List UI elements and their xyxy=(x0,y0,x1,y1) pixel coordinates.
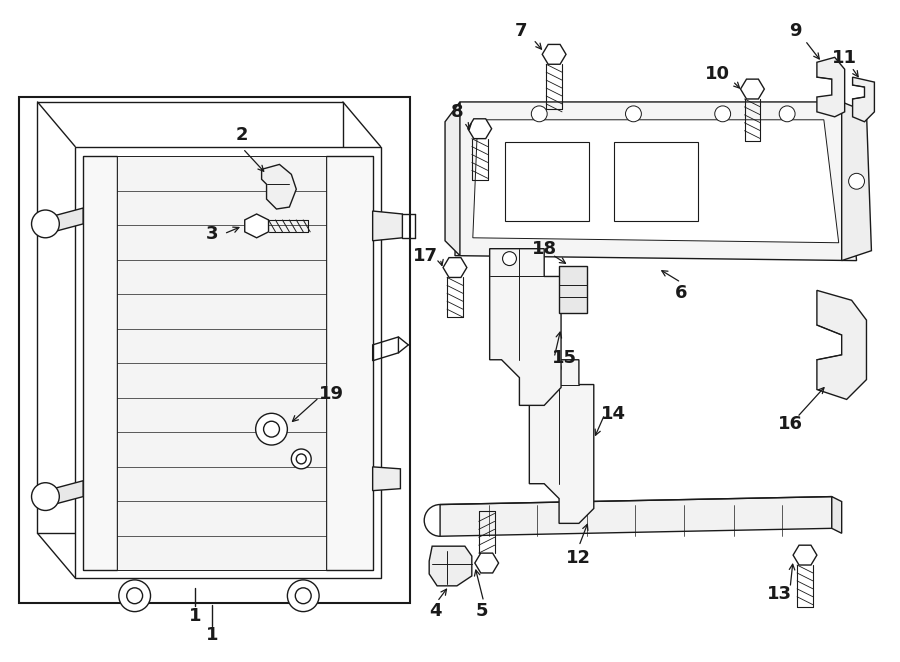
Text: 13: 13 xyxy=(767,585,792,603)
Polygon shape xyxy=(817,291,867,399)
Polygon shape xyxy=(440,496,832,536)
Text: 1: 1 xyxy=(189,606,202,624)
Polygon shape xyxy=(475,553,499,573)
Polygon shape xyxy=(53,481,83,504)
Text: 15: 15 xyxy=(552,349,577,367)
Text: 5: 5 xyxy=(475,602,488,620)
Text: 2: 2 xyxy=(236,126,248,144)
Text: 10: 10 xyxy=(706,65,730,83)
Circle shape xyxy=(292,449,311,469)
Polygon shape xyxy=(443,258,467,277)
Circle shape xyxy=(547,361,561,375)
Polygon shape xyxy=(445,102,460,256)
Circle shape xyxy=(849,173,865,189)
Circle shape xyxy=(287,580,320,612)
Text: 4: 4 xyxy=(429,602,441,620)
Polygon shape xyxy=(245,214,268,238)
Polygon shape xyxy=(614,142,698,221)
Text: 14: 14 xyxy=(601,405,626,423)
Polygon shape xyxy=(842,102,871,261)
Polygon shape xyxy=(852,77,875,122)
Polygon shape xyxy=(468,118,491,138)
Text: 1: 1 xyxy=(206,626,219,644)
Polygon shape xyxy=(529,359,594,524)
Circle shape xyxy=(715,106,731,122)
Circle shape xyxy=(256,413,287,445)
Polygon shape xyxy=(472,120,839,243)
Polygon shape xyxy=(117,156,326,570)
Polygon shape xyxy=(326,156,373,570)
Polygon shape xyxy=(429,546,472,586)
Polygon shape xyxy=(262,164,296,209)
Circle shape xyxy=(502,252,517,265)
Text: 9: 9 xyxy=(788,22,801,40)
Circle shape xyxy=(119,580,150,612)
Text: 12: 12 xyxy=(566,549,591,567)
Text: 7: 7 xyxy=(515,22,527,40)
Polygon shape xyxy=(542,44,566,64)
Circle shape xyxy=(32,483,59,510)
Polygon shape xyxy=(373,467,400,491)
Text: 16: 16 xyxy=(778,415,803,433)
Polygon shape xyxy=(741,79,764,99)
Circle shape xyxy=(32,210,59,238)
Text: 8: 8 xyxy=(451,103,464,121)
Polygon shape xyxy=(832,496,842,534)
Circle shape xyxy=(779,106,795,122)
Polygon shape xyxy=(490,249,561,405)
Text: 17: 17 xyxy=(413,247,437,265)
Circle shape xyxy=(531,106,547,122)
Polygon shape xyxy=(373,211,402,241)
Text: 19: 19 xyxy=(319,385,344,403)
Polygon shape xyxy=(817,58,845,117)
Polygon shape xyxy=(559,265,587,313)
Text: 11: 11 xyxy=(832,49,857,68)
Polygon shape xyxy=(76,146,381,578)
Text: 6: 6 xyxy=(675,284,688,303)
Circle shape xyxy=(626,106,642,122)
Polygon shape xyxy=(53,208,83,232)
Polygon shape xyxy=(83,156,117,570)
Text: 18: 18 xyxy=(532,240,557,258)
Text: 3: 3 xyxy=(206,225,219,243)
Polygon shape xyxy=(505,142,589,221)
Polygon shape xyxy=(455,102,857,261)
Polygon shape xyxy=(793,545,817,565)
